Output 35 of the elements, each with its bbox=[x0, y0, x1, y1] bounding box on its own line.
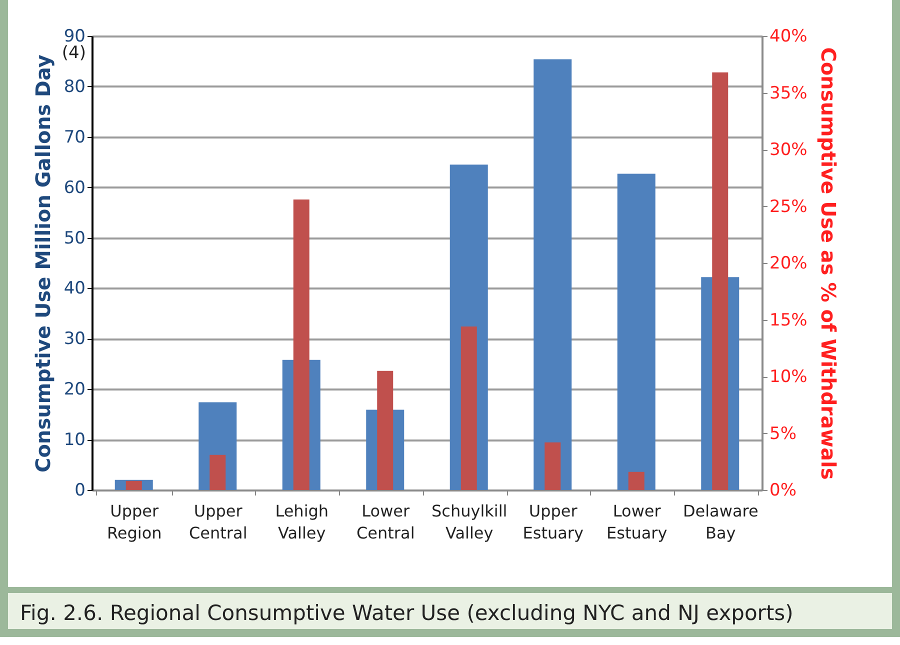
x-tick-label: Delaware Bay bbox=[682, 502, 758, 542]
x-tick-label: Schuylkill Valley bbox=[432, 502, 508, 542]
y-tick-label: 10 bbox=[64, 430, 86, 450]
bar bbox=[628, 472, 644, 490]
x-tick-label: Upper Central bbox=[188, 502, 248, 542]
bar bbox=[617, 174, 656, 490]
bar bbox=[544, 442, 561, 490]
y-tick-label: 20 bbox=[64, 380, 86, 400]
y2-tick-label: 35% bbox=[770, 83, 808, 104]
y2-tick-label: 40% bbox=[770, 26, 808, 46]
y-tick-label: 0 bbox=[74, 480, 86, 500]
x-tick-label: Upper Estuary bbox=[522, 502, 584, 542]
y-tick-label: 30 bbox=[64, 329, 86, 350]
caption: Fig. 2.6. Regional Consumptive Water Use (excluding NYC and NJ exports) bbox=[8, 587, 892, 629]
bar bbox=[210, 454, 226, 490]
y2-tick-label: 5% bbox=[770, 424, 796, 444]
y-tick-label: 50 bbox=[64, 228, 86, 248]
y2-tick-label: 20% bbox=[770, 254, 808, 274]
bar bbox=[460, 326, 477, 490]
y-axis-title: Consumptive Use Million Gallons Day bbox=[30, 54, 55, 472]
y-tick-label: 60 bbox=[64, 178, 86, 198]
y-tick-label: 80 bbox=[64, 76, 86, 97]
x-tick-label: Lower Estuary bbox=[606, 502, 668, 542]
y2-tick-label: 10% bbox=[770, 367, 808, 387]
y-tick-label: 70 bbox=[64, 127, 86, 148]
bar bbox=[534, 59, 572, 490]
y2-tick-label: 15% bbox=[770, 310, 808, 330]
x-tick-label: Lower Central bbox=[356, 502, 415, 542]
y2-tick-label: 0% bbox=[770, 480, 796, 500]
y2-tick-label: 25% bbox=[770, 196, 808, 217]
x-tick-label: Lehigh Valley bbox=[275, 502, 329, 542]
x-tick-label: Upper Region bbox=[106, 502, 162, 542]
y2-axis-title: Consumptive Use as % of Withdrawals bbox=[816, 47, 840, 480]
y-tick-label: 40 bbox=[64, 278, 86, 299]
y2-tick-label: 30% bbox=[770, 140, 808, 160]
